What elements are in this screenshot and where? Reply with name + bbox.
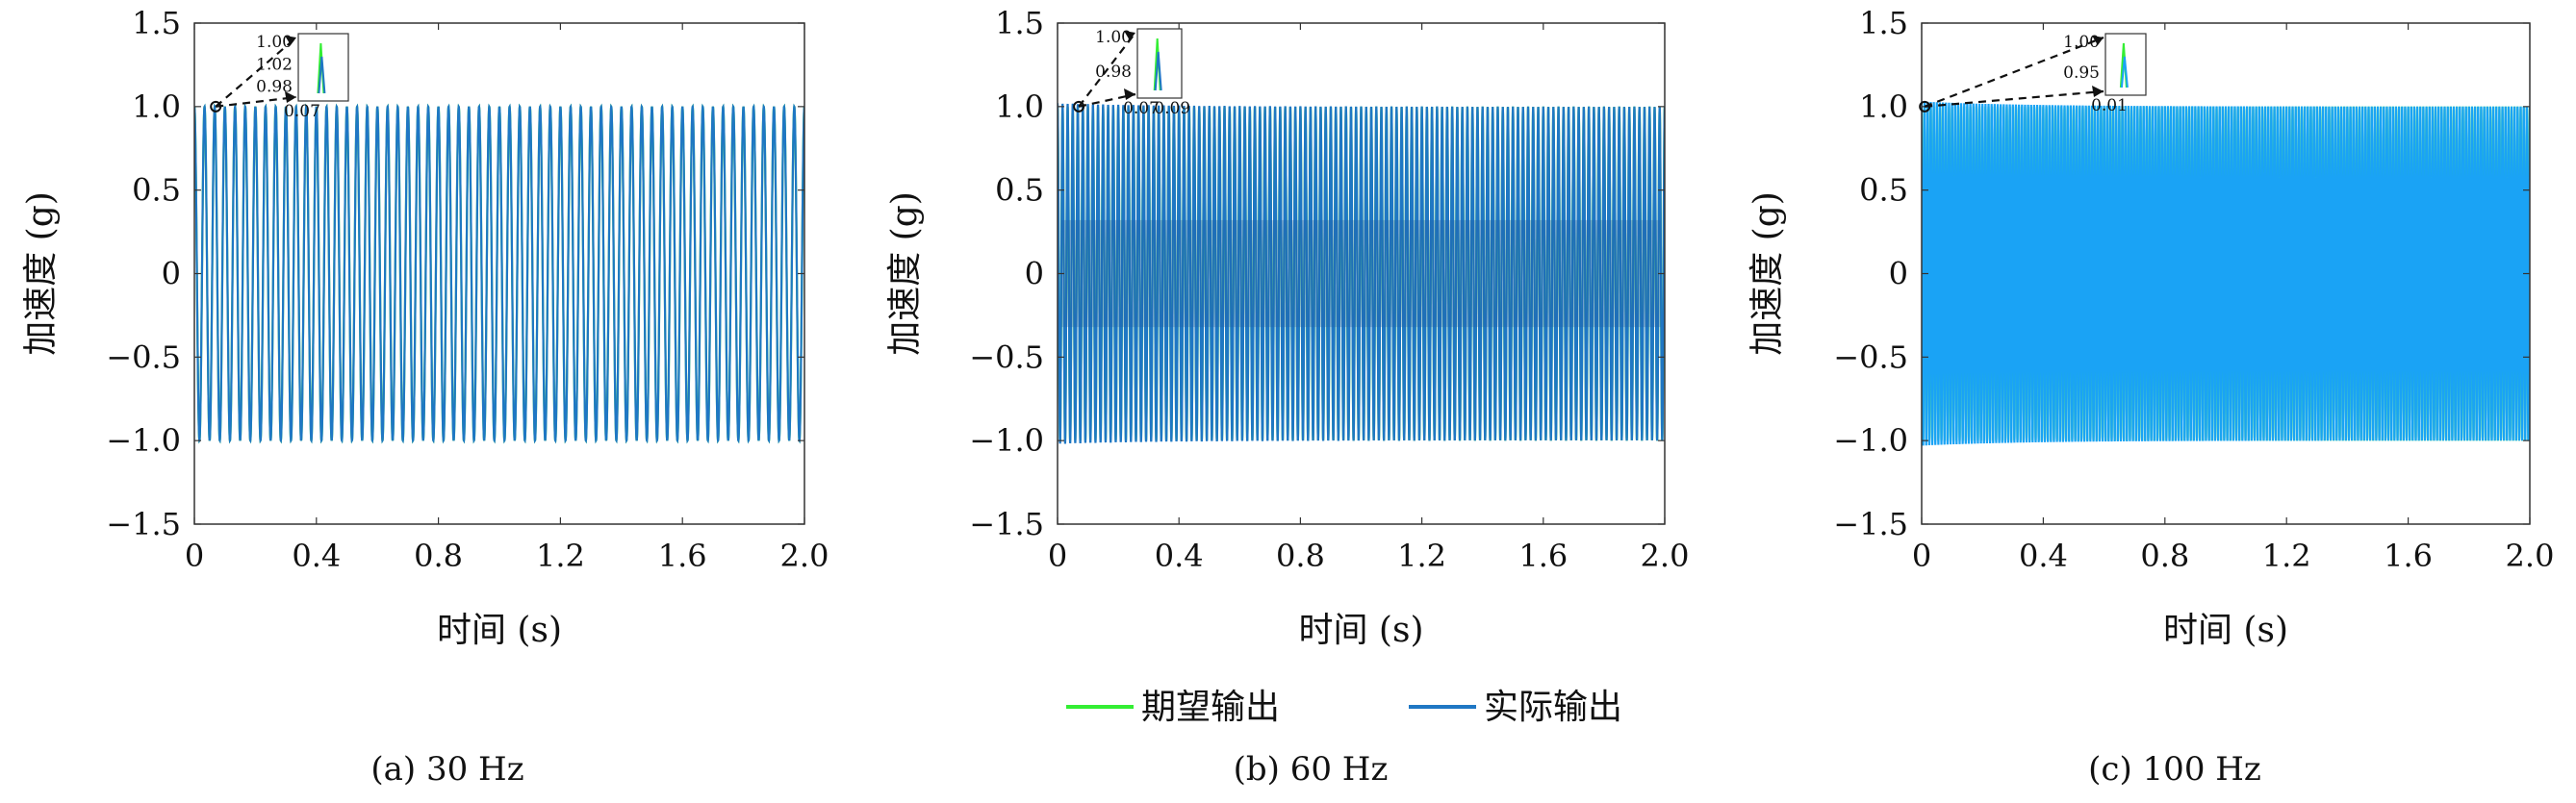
- chart-panel-2: 0 0.4 0.8 1.2 1.6 2.0 1.5 1.0 0.5 0 −0.5 −1.0 −1.5 时间…: [885, 5, 1689, 789]
- x-axis-label: 时间 (s): [1298, 611, 1423, 650]
- x-tick-label: 0.4: [1155, 538, 1204, 574]
- x-tick-label: 0: [1912, 538, 1931, 574]
- inset-y-tick: 0.95: [2063, 63, 2100, 83]
- zoom-inset: 1.00 0.98 0.070.09: [1073, 28, 1190, 118]
- inset-y-tick: 1.02: [256, 55, 293, 74]
- y-tick-label: 0.5: [995, 172, 1044, 209]
- y-tick-label: −0.5: [1833, 339, 1908, 375]
- x-tick-label: 2.0: [2506, 538, 2555, 574]
- x-tick-label: 0.4: [2019, 538, 2068, 574]
- inset-y-tick: 0.98: [1095, 63, 1132, 82]
- legend-label-actual: 实际输出: [1484, 688, 1622, 727]
- dense-overlap-band: [1061, 219, 1661, 328]
- inset-y-tick: 1.00: [256, 33, 293, 52]
- y-tick-label: 1.0: [995, 88, 1044, 125]
- y-tick-label: 0: [162, 256, 181, 292]
- y-tick-label: 1.0: [1859, 88, 1908, 125]
- panel-caption: (c) 100 Hz: [2088, 750, 2261, 789]
- series-line-actual: [1058, 103, 1665, 444]
- zoom-inset: 1.00 0.95 0.01: [1919, 33, 2147, 115]
- y-tick-label: 0.5: [132, 172, 181, 209]
- x-tick-label: 0.4: [292, 538, 341, 574]
- y-tick-label: −1.0: [969, 422, 1044, 459]
- x-axis-label: 时间 (s): [2163, 611, 2288, 650]
- y-tick-label: 0: [1025, 256, 1044, 292]
- y-tick-label: −0.5: [969, 339, 1044, 375]
- y-tick-label: 0.5: [1859, 172, 1908, 209]
- x-tick-label: 2.0: [1641, 538, 1690, 574]
- x-tick-label: 2.0: [780, 538, 829, 574]
- legend: 期望输出 实际输出: [1066, 688, 1622, 727]
- inset-x-tick: 0.01: [2091, 96, 2128, 115]
- chart-panel-1: 0 0.4 0.8 1.2 1.6 2.0 1.5 1.0 0.5 0 −0.5 −1.0 −1.5 时间…: [21, 5, 829, 789]
- x-tick-label: 0.8: [414, 538, 463, 574]
- x-tick-label: 0: [1048, 538, 1067, 574]
- y-tick-label: 1.0: [132, 88, 181, 125]
- inset-x-tick: 0.07: [284, 102, 320, 121]
- y-tick-label: −1.5: [969, 506, 1044, 542]
- y-tick-label: −1.5: [106, 506, 181, 542]
- inset-x-tick: 0.09: [1154, 99, 1190, 118]
- inset-y-tick: 1.00: [2063, 33, 2100, 52]
- panel-caption: (b) 60 Hz: [1234, 750, 1389, 789]
- inset-x-tick: 0.07: [1123, 99, 1160, 118]
- x-tick-label: 1.2: [2262, 538, 2311, 574]
- y-tick-label: −1.5: [1833, 506, 1908, 542]
- x-tick-label: 1.6: [2384, 538, 2433, 574]
- inset-y-tick: 0.98: [256, 78, 293, 97]
- x-tick-label: 0.8: [1276, 538, 1325, 574]
- y-axis-label: 加速度 (g): [21, 191, 61, 356]
- y-tick-label: 1.5: [1859, 5, 1908, 41]
- y-tick-label: −1.0: [106, 422, 181, 459]
- series-line-actual: [194, 103, 804, 444]
- chart-panel-3: 0 0.4 0.8 1.2 1.6 2.0 1.5 1.0 0.5 0 −0.5 −1.0 −1.5 时间…: [1747, 5, 2554, 789]
- x-tick-label: 1.6: [1518, 538, 1568, 574]
- x-tick-label: 1.2: [536, 538, 585, 574]
- y-tick-label: 1.5: [995, 5, 1044, 41]
- x-tick-label: 1.6: [658, 538, 707, 574]
- y-tick-label: −0.5: [106, 339, 181, 375]
- y-tick-label: 0: [1889, 256, 1908, 292]
- y-axis-label: 加速度 (g): [885, 191, 925, 356]
- x-tick-label: 1.2: [1397, 538, 1446, 574]
- series-line-actual: [1922, 101, 2530, 446]
- legend-label-expected: 期望输出: [1141, 688, 1280, 727]
- panel-caption: (a) 30 Hz: [370, 750, 523, 789]
- x-tick-label: 0.8: [2140, 538, 2189, 574]
- y-tick-label: 1.5: [132, 5, 181, 41]
- zoom-inset: 1.00 1.02 0.98 0.07: [210, 33, 349, 121]
- inset-y-tick: 1.00: [1095, 28, 1132, 47]
- y-tick-label: −1.0: [1833, 422, 1908, 459]
- y-axis-label: 加速度 (g): [1747, 191, 1787, 356]
- x-tick-label: 0: [185, 538, 204, 574]
- x-axis-label: 时间 (s): [437, 611, 562, 650]
